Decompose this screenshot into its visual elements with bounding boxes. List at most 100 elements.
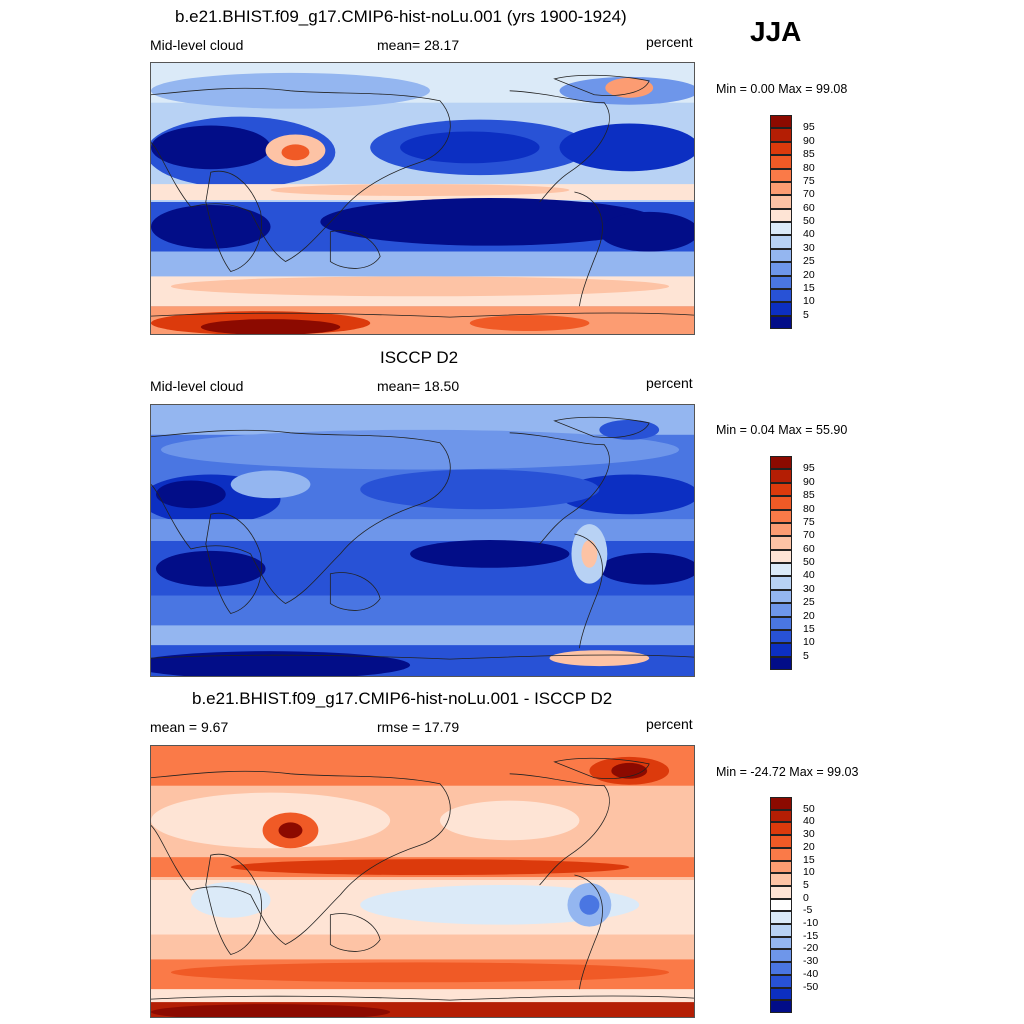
colorbar-swatch — [770, 469, 792, 483]
panel-3-units-label: percent — [646, 716, 693, 732]
panel-2-minmax: Min = 0.04 Max = 55.90 — [716, 423, 848, 437]
colorbar-tick-label: 50 — [803, 556, 815, 568]
panel-2-variable-label: Mid-level cloud — [150, 378, 244, 394]
colorbar-swatch — [770, 115, 792, 129]
colorbar-tick-label: 95 — [803, 121, 815, 134]
colorbar-tick-label: 25 — [803, 596, 815, 609]
colorbar-swatch — [770, 616, 792, 630]
colorbar-tick-label: 10 — [803, 636, 815, 649]
colorbar-tick-label: -5 — [803, 904, 813, 917]
colorbar-tick-label: -10 — [803, 917, 819, 930]
panel-1-variable-label: Mid-level cloud — [150, 37, 244, 53]
colorbar-swatch — [770, 1000, 792, 1013]
colorbar-swatch — [770, 315, 792, 329]
colorbar-swatch — [770, 208, 792, 222]
colorbar-swatch — [770, 924, 792, 937]
colorbar-tick-label: 20 — [803, 840, 815, 853]
colorbar-tick-label: 95 — [803, 462, 815, 475]
panel-1-units-label: percent — [646, 34, 693, 50]
panel-3-map-field — [151, 746, 694, 1017]
colorbar-swatch — [770, 797, 792, 810]
colorbar-tick-label: 85 — [803, 489, 815, 502]
panel-3-rmse-label: rmse = 17.79 — [377, 719, 460, 735]
colorbar-swatch — [770, 603, 792, 617]
colorbar-tick-label: 75 — [803, 515, 815, 528]
panel-3-map — [150, 745, 695, 1018]
colorbar-tick-label: 15 — [803, 281, 815, 294]
colorbar-tick-label: 40 — [803, 228, 815, 241]
colorbar-swatch — [770, 181, 792, 196]
colorbar-swatch — [770, 962, 792, 975]
colorbar-swatch — [770, 549, 792, 563]
colorbar-tick-label: 5 — [803, 649, 809, 662]
colorbar-tick-label: 80 — [803, 502, 815, 515]
colorbar-tick-label: -30 — [803, 955, 819, 968]
colorbar-swatch — [770, 522, 792, 537]
colorbar-swatch — [770, 222, 792, 236]
colorbar-swatch — [770, 987, 792, 1001]
panel-1-map-field — [151, 63, 694, 334]
colorbar-tick-label: 90 — [803, 134, 815, 147]
colorbar-tick-label: 30 — [803, 241, 815, 254]
colorbar-swatch — [770, 873, 792, 886]
colorbar-tick-label: 10 — [803, 295, 815, 308]
colorbar-swatch — [770, 141, 792, 156]
colorbar-swatch — [770, 235, 792, 249]
colorbar-tick-label: 25 — [803, 255, 815, 268]
colorbar-tick-label: 60 — [803, 201, 815, 214]
panel-2-colorbar: 95 90 85 80 75 70 60 50 40 30 25 20 15 10 5 — [770, 456, 815, 670]
colorbar-swatch — [770, 835, 792, 848]
panel-1-colorbar: 95 90 85 80 75 70 60 50 40 30 25 20 15 10 5 — [770, 115, 815, 329]
panel-3-minmax: Min = -24.72 Max = 99.03 — [716, 765, 859, 779]
colorbar-tick-label: 15 — [803, 853, 815, 866]
colorbar-swatch — [770, 809, 792, 823]
colorbar-tick-label: -15 — [803, 929, 819, 942]
colorbar-tick-label: 40 — [803, 815, 815, 828]
panel-1-title: b.e21.BHIST.f09_g17.CMIP6-hist-noLu.001 … — [175, 7, 627, 26]
colorbar-swatch — [770, 576, 792, 590]
colorbar-swatch — [770, 456, 792, 470]
colorbar-swatch — [770, 643, 792, 657]
colorbar-swatch — [770, 847, 792, 861]
colorbar-tick-label: -20 — [803, 942, 819, 955]
colorbar-tick-label: 70 — [803, 188, 815, 201]
colorbar-swatch — [770, 155, 792, 169]
colorbar-tick-label: 85 — [803, 148, 815, 161]
colorbar-tick-label: 70 — [803, 529, 815, 542]
colorbar-swatch — [770, 589, 792, 604]
panel-1-mean-label: mean= 28.17 — [377, 37, 460, 53]
colorbar-tick-label: 5 — [803, 878, 809, 891]
colorbar-swatch — [770, 898, 792, 912]
colorbar-tick-label: -40 — [803, 967, 819, 980]
colorbar-swatch — [770, 860, 792, 874]
colorbar-tick-label: 10 — [803, 866, 815, 879]
colorbar-tick-label: 50 — [803, 802, 815, 815]
colorbar-swatch — [770, 974, 792, 988]
panel-3-colorbar: 50 40 30 20 15 10 5 0 -5 -10 -15 -20 -30 -40 -50 — [770, 797, 818, 1013]
colorbar-swatch — [770, 302, 792, 316]
season-label: JJA — [750, 16, 802, 47]
colorbar-swatch — [770, 248, 792, 263]
colorbar-swatch — [770, 563, 792, 577]
colorbar-swatch — [770, 496, 792, 510]
colorbar-tick-label: 30 — [803, 582, 815, 595]
colorbar-tick-label: 60 — [803, 542, 815, 555]
colorbar-swatch — [770, 885, 792, 899]
colorbar-swatch — [770, 482, 792, 497]
colorbar-swatch — [770, 288, 792, 303]
colorbar-swatch — [770, 949, 792, 963]
colorbar-tick-label: 5 — [803, 308, 809, 321]
colorbar-tick-label: 80 — [803, 161, 815, 174]
panel-2-map-field — [151, 405, 694, 676]
colorbar-tick-label: 75 — [803, 174, 815, 187]
panel-1-minmax: Min = 0.00 Max = 99.08 — [716, 82, 848, 96]
colorbar-swatch — [770, 656, 792, 670]
colorbar-swatch — [770, 195, 792, 209]
colorbar-swatch — [770, 509, 792, 523]
panel-2-title: ISCCP D2 — [380, 348, 459, 367]
colorbar-swatch — [770, 275, 792, 289]
panel-2-units-label: percent — [646, 375, 693, 391]
colorbar-swatch — [770, 822, 792, 836]
colorbar-swatch — [770, 936, 792, 950]
colorbar-swatch — [770, 168, 792, 182]
